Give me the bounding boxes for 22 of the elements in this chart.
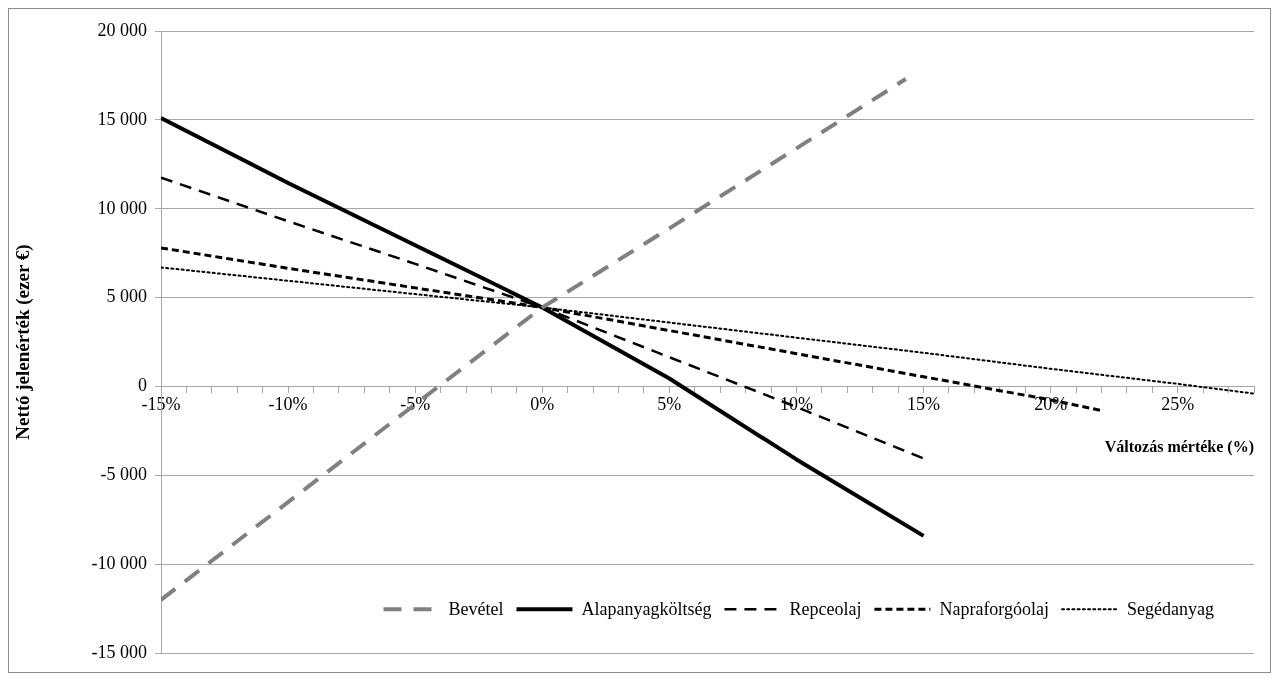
y-tick-label: 20 000 bbox=[97, 19, 147, 40]
y-tick-label: 0 bbox=[138, 375, 147, 396]
x-tick-label: 25% bbox=[1161, 394, 1195, 415]
legend-label: Alapanyagköltség bbox=[581, 598, 712, 619]
x-tick-label: -15% bbox=[141, 394, 181, 415]
y-tick-label: -15 000 bbox=[91, 641, 147, 662]
legend-label: Napraforgóolaj bbox=[939, 598, 1050, 619]
y-tick-label: 10 000 bbox=[97, 197, 147, 218]
x-tick-label: 15% bbox=[907, 394, 941, 415]
x-tick-label: -5% bbox=[400, 394, 431, 415]
legend-label: Segédanyag bbox=[1127, 598, 1214, 619]
y-tick-label: 5 000 bbox=[106, 286, 147, 307]
y-axis-title: Nettó jelenérték (ezer €) bbox=[12, 244, 35, 440]
x-tick-label: 5% bbox=[657, 394, 682, 415]
y-tick-label: -10 000 bbox=[91, 553, 147, 574]
x-tick-label: 0% bbox=[530, 394, 555, 415]
y-tick-label: 15 000 bbox=[97, 108, 147, 129]
y-tick-label: -5 000 bbox=[100, 464, 147, 485]
legend-label: Repceolaj bbox=[789, 598, 862, 619]
x-tick-label: -10% bbox=[268, 394, 308, 415]
x-axis-title: Változás mértéke (%) bbox=[1104, 437, 1254, 456]
legend-label: Bevétel bbox=[448, 598, 504, 619]
